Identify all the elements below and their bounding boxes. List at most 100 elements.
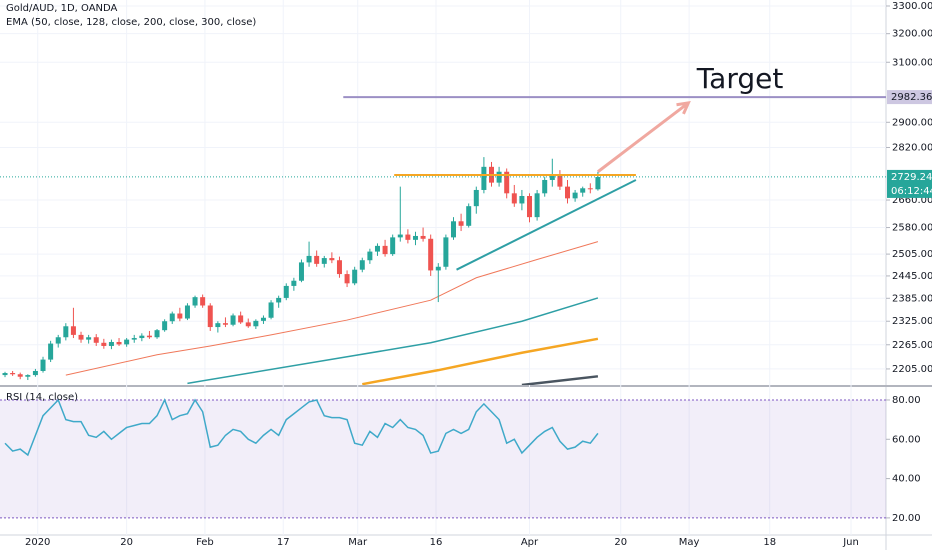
- candle-body: [162, 321, 168, 331]
- target-arrow: [597, 101, 691, 173]
- x-tick-label: Mar: [348, 537, 368, 548]
- candle-body: [124, 339, 130, 345]
- annotation: Target: [696, 62, 784, 95]
- y-tick-label: 2205.000: [892, 364, 932, 375]
- candle-body: [207, 305, 213, 328]
- target-label-box: [887, 90, 932, 105]
- candle-body: [93, 337, 99, 343]
- candle-body: [245, 322, 251, 327]
- candle-body: [352, 269, 358, 284]
- y-tick-label: 2265.000: [892, 340, 932, 351]
- y-tick-label: 40.00: [892, 474, 921, 485]
- x-tick-label: 20: [614, 537, 627, 548]
- candle-body: [108, 341, 114, 346]
- last-price-label: 2729.249: [891, 172, 932, 183]
- rsi-band: [0, 399, 886, 518]
- last-price-box: [887, 169, 932, 198]
- candle-body: [70, 326, 76, 335]
- countdown-label: 06:12:44: [891, 186, 932, 197]
- candle-body: [382, 245, 388, 255]
- chart-title: Gold/AUD, 1D, OANDA: [6, 3, 118, 14]
- y-tick-label: 60.00: [892, 434, 921, 445]
- candle-body: [549, 175, 555, 180]
- candle-body: [374, 245, 380, 252]
- candle-body: [25, 375, 31, 377]
- x-tick-label: Apr: [521, 537, 539, 548]
- ema-line: [521, 375, 599, 385]
- target-label: 2982.367: [891, 92, 932, 103]
- y-tick-label: 3300.000: [892, 1, 932, 12]
- candle-body: [390, 237, 396, 255]
- candle-body: [572, 192, 578, 199]
- candle-body: [420, 235, 426, 239]
- candle-body: [565, 186, 571, 199]
- candle-body: [146, 335, 152, 338]
- candle-body: [78, 334, 84, 340]
- candle-body: [154, 330, 160, 338]
- candle-body: [101, 342, 107, 346]
- candle-body: [276, 297, 282, 303]
- y-tick-label: 2900.000: [892, 117, 932, 128]
- candle-body: [450, 221, 456, 238]
- candle-body: [260, 317, 266, 321]
- candle-body: [215, 323, 221, 328]
- candle-body: [595, 177, 601, 190]
- x-tick-label: 2020: [25, 537, 50, 548]
- candle-body: [504, 171, 510, 194]
- x-tick-label: 18: [763, 537, 776, 548]
- candle-body: [2, 373, 8, 376]
- rsi-line: [4, 398, 599, 457]
- candle-body: [253, 320, 259, 327]
- x-tick-label: 17: [277, 537, 290, 548]
- candle-body: [481, 166, 487, 190]
- x-tick-label: May: [679, 537, 700, 548]
- x-tick-label: Jun: [842, 537, 859, 548]
- candle-body: [412, 235, 418, 240]
- y-tick-label: 3100.000: [892, 57, 932, 68]
- trend-line: [456, 179, 637, 271]
- candle-body: [428, 238, 434, 271]
- ema-line: [362, 337, 599, 385]
- candle-body: [131, 338, 137, 340]
- candle-body: [511, 193, 517, 204]
- y-tick-label: 2445.000: [892, 271, 932, 282]
- candle-body: [321, 258, 327, 264]
- candle-body: [306, 255, 312, 263]
- candle-body: [527, 196, 533, 218]
- candle-body: [314, 255, 320, 264]
- candle-body: [200, 297, 206, 306]
- candle-body: [542, 179, 548, 194]
- candle-body: [17, 374, 23, 377]
- candle-body: [177, 313, 183, 319]
- x-tick-label: 16: [430, 537, 443, 548]
- candle-body: [63, 326, 69, 338]
- ema-line: [65, 241, 599, 376]
- candle-body: [238, 315, 244, 323]
- y-tick-label: 2660.000: [892, 195, 932, 206]
- x-tick-label: Feb: [196, 537, 214, 548]
- y-tick-label: 2325.000: [892, 316, 932, 327]
- candle-body: [169, 313, 175, 322]
- candle-body: [139, 335, 145, 339]
- candle-body: [580, 188, 586, 193]
- candle-body: [329, 258, 335, 261]
- candle-body: [116, 341, 122, 345]
- ema-line: [187, 297, 599, 385]
- y-tick-label: 2820.000: [892, 142, 932, 153]
- y-tick-label: 2385.000: [892, 293, 932, 304]
- candle-body: [32, 370, 38, 376]
- candle-body: [344, 274, 350, 284]
- candle-body: [192, 297, 198, 306]
- candle-body: [405, 234, 411, 240]
- candle-body: [298, 262, 304, 281]
- candle-body: [534, 193, 540, 218]
- candle-body: [48, 343, 54, 360]
- candle-body: [458, 221, 464, 226]
- candle-body: [367, 251, 373, 261]
- candle-body: [291, 280, 297, 286]
- candle-body: [557, 175, 563, 187]
- candle-body: [397, 234, 403, 238]
- y-tick-label: 3200.000: [892, 29, 932, 40]
